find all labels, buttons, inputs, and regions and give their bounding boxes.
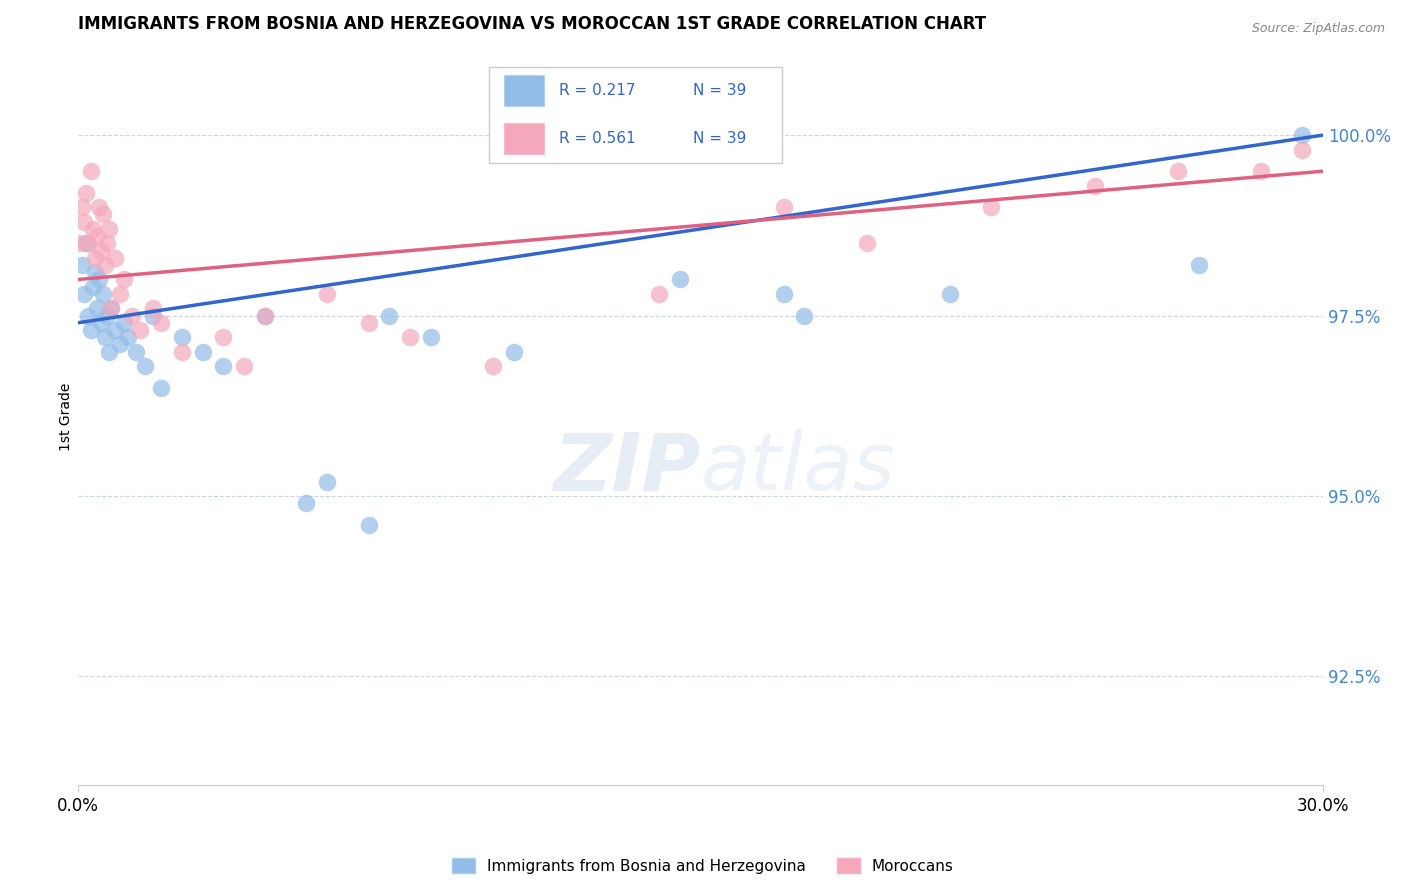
Point [82,222,104,236]
Text: atlas: atlas [700,429,896,508]
Bar [503,75,544,106]
Point [98,344,121,359]
Point [648,286,671,301]
Point [669,272,692,286]
Point [86,229,108,244]
Point [94,330,117,344]
Point [419,330,441,344]
Point [96,236,118,251]
Point [399,330,422,344]
Point [855,236,877,251]
Point [72,200,94,214]
Point [150,381,173,395]
Point [793,309,815,323]
Point [125,344,148,359]
Point [129,323,152,337]
Point [1291,143,1313,157]
Point [69,236,91,251]
Point [91,286,114,301]
Point [357,517,380,532]
Point [83,265,105,279]
Point [1291,128,1313,142]
Text: N = 39: N = 39 [693,131,747,146]
Bar [503,123,544,154]
Point [87,200,110,214]
Point [91,207,114,221]
Point [295,496,318,510]
Bar [489,67,782,162]
Point [316,286,339,301]
Point [108,337,131,351]
Point [108,286,131,301]
Point [72,258,94,272]
Point [87,272,110,286]
Point [96,309,118,323]
Point [938,286,960,301]
Point [82,279,104,293]
Point [75,186,97,200]
Point [83,251,105,265]
Point [1167,164,1189,178]
Point [212,330,235,344]
Point [142,301,165,316]
Point [378,309,401,323]
Text: R = 0.561: R = 0.561 [558,131,636,146]
Point [150,316,173,330]
Point [86,301,108,316]
Point [73,215,96,229]
Point [79,323,101,337]
Point [253,309,276,323]
Point [100,301,122,316]
Point [104,323,127,337]
Point [1188,258,1211,272]
Point [1084,178,1107,193]
Point [772,200,794,214]
Point [502,344,524,359]
Point [1250,164,1272,178]
Point [77,236,100,251]
Point [117,330,139,344]
Point [233,359,256,373]
Point [134,359,156,373]
Point [79,164,101,178]
Text: ZIP: ZIP [553,429,700,508]
Legend: Immigrants from Bosnia and Herzegovina, Moroccans: Immigrants from Bosnia and Herzegovina, … [446,852,960,880]
Text: N = 39: N = 39 [693,83,747,98]
Point [482,359,505,373]
Point [100,301,122,316]
Point [357,316,380,330]
Y-axis label: 1st Grade: 1st Grade [59,383,73,450]
Point [73,286,96,301]
Point [772,286,794,301]
Text: R = 0.217: R = 0.217 [558,83,636,98]
Point [191,344,214,359]
Point [75,236,97,251]
Point [980,200,1002,214]
Point [94,258,117,272]
Point [90,316,112,330]
Text: IMMIGRANTS FROM BOSNIA AND HERZEGOVINA VS MOROCCAN 1ST GRADE CORRELATION CHART: IMMIGRANTS FROM BOSNIA AND HERZEGOVINA V… [79,15,986,33]
Point [142,309,165,323]
Point [212,359,235,373]
Point [121,309,143,323]
Point [112,272,135,286]
Point [316,475,339,489]
Point [112,316,135,330]
Text: Source: ZipAtlas.com: Source: ZipAtlas.com [1251,22,1385,36]
Point [253,309,276,323]
Point [98,222,121,236]
Point [104,251,127,265]
Point [90,244,112,258]
Point [170,344,193,359]
Point [77,309,100,323]
Point [170,330,193,344]
